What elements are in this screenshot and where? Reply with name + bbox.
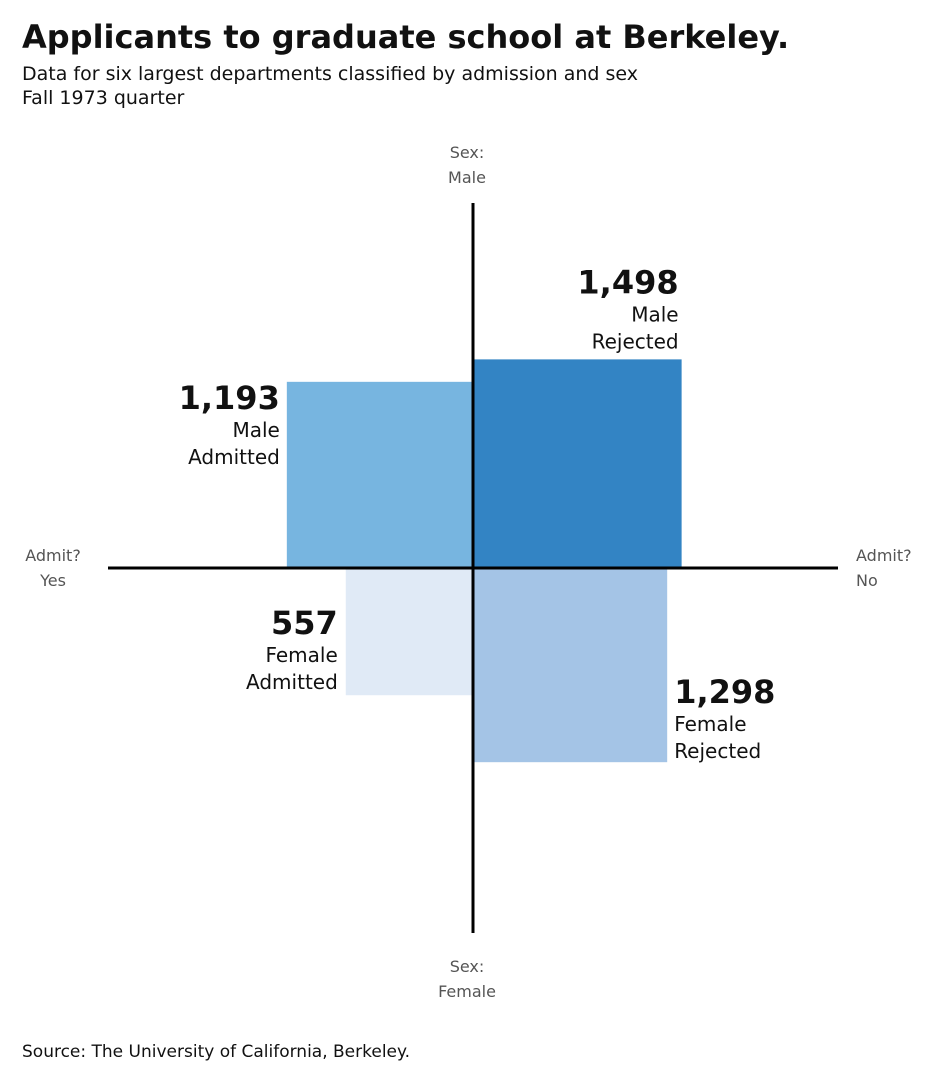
axis-label: No	[856, 571, 878, 590]
subtitle: Fall 1973 quarter	[22, 87, 185, 109]
cell-label: Male	[631, 302, 678, 326]
value-label: 1,498	[577, 263, 678, 301]
cell	[473, 568, 668, 763]
cell-label: Male	[232, 418, 279, 442]
cell	[286, 381, 473, 568]
axis-label: Sex:	[450, 143, 485, 162]
value-label: 557	[271, 604, 338, 642]
cell-label: Admitted	[188, 445, 280, 469]
source: Source: The University of California, Be…	[22, 1042, 410, 1062]
axis-label: Yes	[39, 571, 66, 590]
cell-label: Admitted	[246, 670, 338, 694]
axis-label: Sex:	[450, 957, 485, 976]
cell-label: Rejected	[592, 329, 679, 353]
axis-label: Admit?	[856, 546, 912, 565]
axis-label: Admit?	[25, 546, 81, 565]
value-label: 1,193	[179, 379, 280, 417]
cell-label: Female	[674, 712, 746, 736]
cell-label: Female	[265, 643, 337, 667]
axis-label: Male	[448, 168, 486, 187]
subtitle: Data for six largest departments classif…	[22, 63, 638, 85]
cell-label: Rejected	[674, 739, 761, 763]
value-label: 1,298	[674, 673, 775, 711]
axis-label: Female	[438, 982, 496, 1001]
cell	[345, 568, 473, 696]
cell	[473, 359, 682, 568]
chart-title: Applicants to graduate school at Berkele…	[22, 18, 789, 56]
